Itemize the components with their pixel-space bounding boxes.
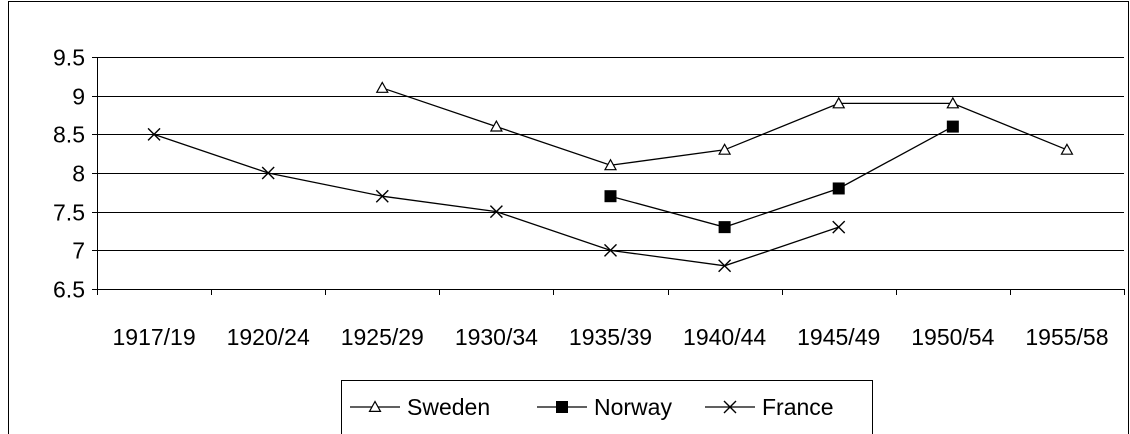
data-point-sweden [832,96,846,109]
data-point-sweden [375,81,389,93]
data-point-france [261,166,275,180]
data-point-norway [604,190,617,203]
data-point-france [375,189,389,203]
series-line-france [153,133,839,267]
x-tick-label: 1950/54 [911,324,994,350]
legend-marker-norway [556,401,568,413]
y-tick-label: 9 [72,84,85,110]
legend-item-sweden: Sweden [350,394,490,420]
y-tick-label: 8 [72,161,85,187]
data-point-france [147,127,161,141]
legend-label-norway: Norway [594,394,672,420]
series-norway [604,120,959,234]
series-sweden [375,81,1074,171]
x-tick-label: 1935/39 [569,324,652,350]
series-france [147,127,846,273]
x-tick-label: 1920/24 [227,324,310,350]
x-tick-label: 1925/29 [341,324,424,350]
y-tick-label: 7.5 [53,200,85,226]
y-tick-label: 6.5 [53,277,85,303]
legend-item-norway: Norway [537,394,672,420]
legend-marker-sweden [368,400,382,412]
legend-marker-france [723,400,737,414]
x-tick-label: 1955/58 [1025,324,1108,350]
data-point-sweden [718,143,732,155]
data-point-norway [946,120,959,133]
x-tick-label: 1930/34 [455,324,538,350]
data-point-france [604,243,617,257]
legend-box [341,380,873,434]
y-tick-label: 8.5 [53,122,85,148]
data-point-norway [718,221,731,234]
legend-item-france: France [705,394,834,420]
data-point-sweden [946,96,960,109]
data-point-france [832,220,846,234]
legend-label-france: France [762,394,834,420]
data-point-france [489,205,503,219]
chart-area-border [8,1,1129,434]
data-point-sweden [603,158,618,171]
data-point-france [718,259,732,273]
y-tick-label: 9.5 [53,45,85,71]
data-point-norway [832,182,845,195]
data-point-sweden [489,119,503,132]
legend-label-sweden: Sweden [407,394,490,420]
series-line-norway [610,126,954,228]
y-tick-label: 7 [72,238,85,264]
x-tick-label: 1940/44 [683,324,766,350]
x-tick-label: 1917/19 [112,324,195,350]
x-tick-label: 1945/49 [797,324,880,350]
data-point-sweden [1060,143,1074,155]
